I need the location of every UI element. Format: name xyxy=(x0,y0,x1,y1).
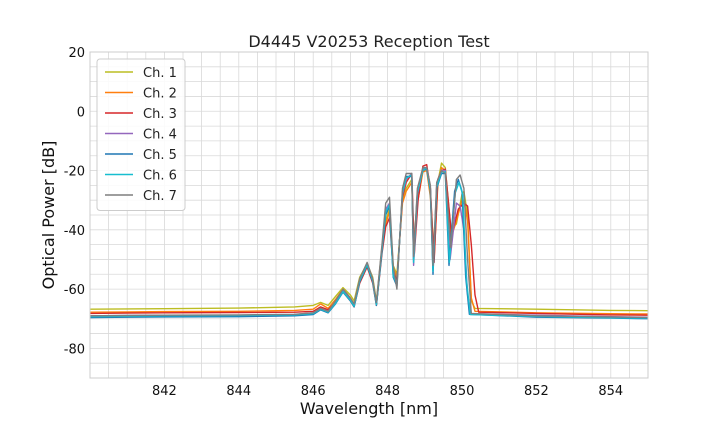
x-tick-label: 846 xyxy=(301,384,326,399)
x-tick-label: 844 xyxy=(226,384,251,399)
tick-labels: 842 844 846 848 850 852 854 20 0 -20 -40 -60 -80 xyxy=(64,46,623,399)
x-tick-label: 850 xyxy=(450,384,475,399)
x-tick-label: 854 xyxy=(598,384,623,399)
y-tick-label: -20 xyxy=(64,165,85,180)
legend-label: Ch. 4 xyxy=(143,128,177,143)
y-tick-label: -60 xyxy=(64,283,85,298)
y-tick-label: 0 xyxy=(77,105,85,120)
x-tick-label: 852 xyxy=(524,384,549,399)
x-tick-label: 842 xyxy=(152,384,177,399)
x-axis-label: Wavelength [nm] xyxy=(300,399,438,418)
plot-frame xyxy=(89,51,649,379)
series-line xyxy=(89,166,649,319)
y-tick-label: -40 xyxy=(64,224,85,239)
chart-series xyxy=(89,162,649,320)
legend-label: Ch. 5 xyxy=(143,148,177,163)
legend-label: Ch. 6 xyxy=(143,169,177,184)
legend: Ch. 1 Ch. 2 Ch. 3 Ch. 4 Ch. 5 Ch. 6 Ch. 7 xyxy=(96,58,186,211)
legend-label: Ch. 2 xyxy=(143,87,177,102)
legend-label: Ch. 3 xyxy=(143,107,177,122)
chart-title: D4445 V20253 Reception Test xyxy=(248,32,489,51)
y-tick-label: -80 xyxy=(64,342,85,357)
legend-label: Ch. 7 xyxy=(143,189,177,204)
chart-grid xyxy=(90,52,648,378)
legend-label: Ch. 1 xyxy=(143,66,177,81)
y-tick-label: 20 xyxy=(68,46,85,61)
y-axis-label: Optical Power [dB] xyxy=(39,141,58,290)
legend-box xyxy=(96,58,186,211)
x-tick-label: 848 xyxy=(375,384,400,399)
